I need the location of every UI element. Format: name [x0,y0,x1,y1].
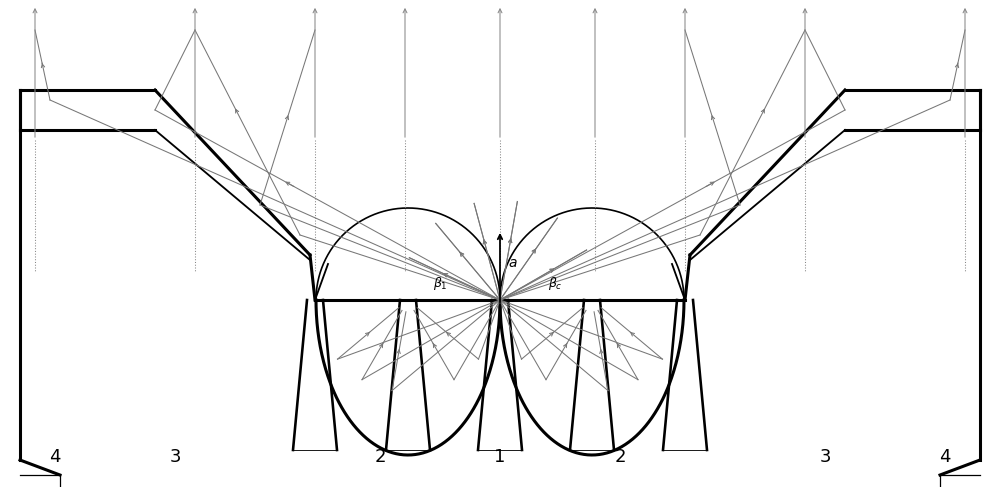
Text: 4: 4 [939,448,951,466]
Text: 3: 3 [169,448,181,466]
Text: 1: 1 [494,448,506,466]
Text: 3: 3 [819,448,831,466]
Text: $\beta_1$: $\beta_1$ [433,275,447,292]
Text: 2: 2 [614,448,626,466]
Text: 2: 2 [374,448,386,466]
Text: a: a [508,256,516,270]
Text: $\beta_c$: $\beta_c$ [548,275,562,292]
Text: 4: 4 [49,448,61,466]
